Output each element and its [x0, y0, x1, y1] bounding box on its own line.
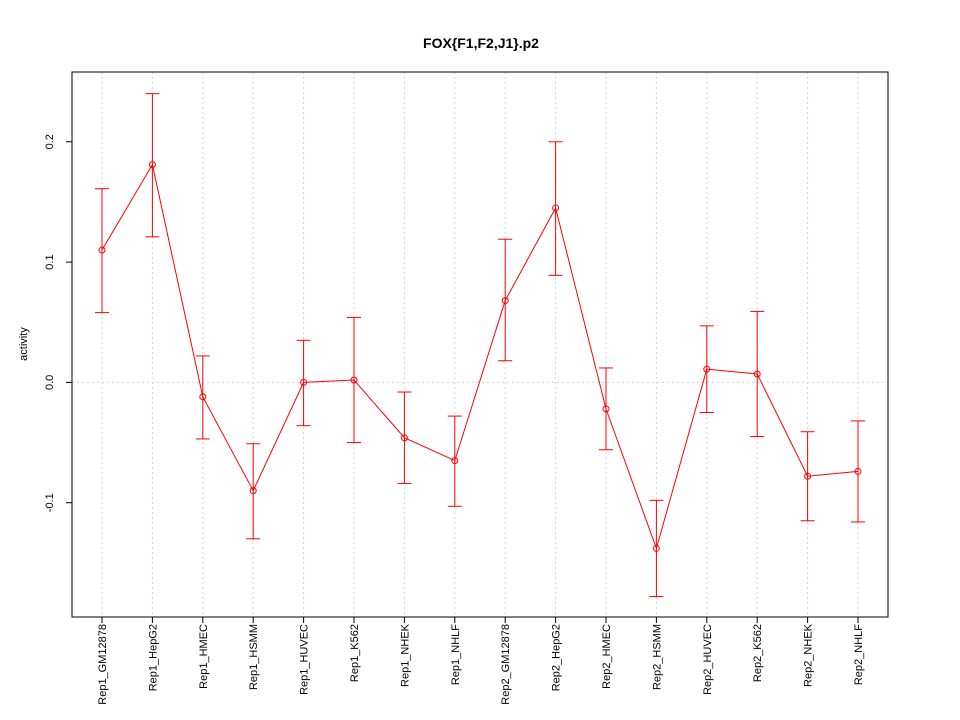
grid-layer	[72, 72, 888, 617]
x-tick-label: Rep1_GM12878	[97, 624, 109, 705]
data-point	[552, 204, 560, 212]
x-tick-label: Rep2_NHEK	[803, 623, 815, 687]
x-tick-label: Rep1_NHLF	[450, 624, 462, 685]
data-point	[148, 161, 156, 169]
data-point	[652, 544, 660, 552]
data-point	[98, 246, 106, 254]
chart-title: FOX{F1,F2,J1}.p2	[423, 35, 539, 51]
x-tick-label: Rep1_NHEK	[399, 623, 411, 687]
x-tick-label: Rep2_K562	[752, 624, 764, 682]
x-tick-label: Rep2_HUVEC	[702, 624, 714, 695]
x-tick-label: Rep1_HepG2	[147, 624, 159, 691]
y-tick-label: 0.0	[44, 375, 56, 390]
data-point	[703, 365, 711, 373]
x-tick-label: Rep1_HSMM	[248, 624, 260, 690]
data-point	[400, 434, 408, 442]
x-tick-label: Rep1_HMEC	[198, 624, 210, 689]
x-tick-label: Rep1_HUVEC	[299, 624, 311, 695]
data-point	[451, 457, 459, 465]
data-point	[249, 487, 257, 495]
point-layer	[98, 161, 862, 552]
data-point	[753, 370, 761, 378]
data-point	[300, 378, 308, 386]
line-layer	[101, 163, 859, 551]
data-point	[854, 467, 862, 475]
x-tick-label: Rep2_HMEC	[601, 624, 613, 689]
y-axis-label: activity	[18, 327, 30, 361]
data-point	[602, 405, 610, 413]
errorbar-layer	[95, 93, 865, 598]
data-point	[350, 376, 358, 384]
x-axis: Rep1_GM12878 Rep1_HepG2 Rep1_HMEC Rep1_HSMM…	[97, 617, 865, 705]
x-tick-label: Rep2_GM12878	[500, 624, 512, 705]
y-axis: -0.1 0.0 0.1 0.2	[44, 134, 72, 512]
x-tick-label: Rep1_K562	[349, 624, 361, 682]
x-tick-label: Rep2_HepG2	[551, 624, 563, 691]
series-line	[101, 163, 859, 551]
data-point	[501, 297, 509, 305]
plot-frame	[71, 71, 889, 618]
y-tick-label: 0.1	[44, 254, 56, 269]
y-tick-label: -0.1	[44, 493, 56, 512]
x-tick-label: Rep2_NHLF	[853, 624, 865, 685]
x-tick-label: Rep2_HSMM	[651, 624, 663, 690]
y-tick-label: 0.2	[44, 134, 56, 149]
data-point	[199, 393, 207, 401]
data-point	[804, 472, 812, 480]
